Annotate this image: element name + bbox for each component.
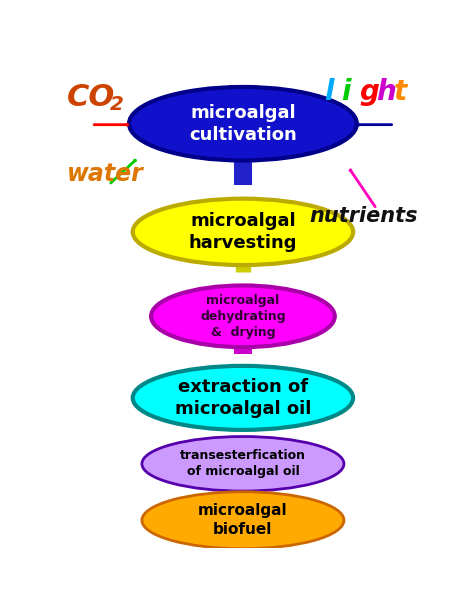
Text: i: i — [341, 78, 351, 106]
Text: CO: CO — [67, 83, 116, 112]
Text: l: l — [324, 78, 333, 106]
Text: extraction of
microalgal oil: extraction of microalgal oil — [175, 378, 311, 418]
Ellipse shape — [133, 199, 353, 265]
Text: microalgal
cultivation: microalgal cultivation — [189, 103, 297, 144]
Text: transesterfication
of microalgal oil: transesterfication of microalgal oil — [180, 449, 306, 478]
Ellipse shape — [133, 366, 353, 430]
Ellipse shape — [142, 492, 344, 549]
Text: g: g — [359, 78, 379, 106]
Text: microalgal
biofuel: microalgal biofuel — [198, 503, 288, 537]
Text: microalgal
harvesting: microalgal harvesting — [189, 212, 297, 252]
Text: 2: 2 — [109, 95, 123, 114]
Text: water: water — [67, 161, 144, 185]
Ellipse shape — [151, 285, 335, 347]
Text: h: h — [377, 78, 396, 106]
Text: t: t — [394, 78, 408, 106]
Ellipse shape — [129, 87, 357, 161]
Text: microalgal
dehydrating
&  drying: microalgal dehydrating & drying — [200, 294, 286, 339]
Text: nutrients: nutrients — [309, 206, 418, 226]
Ellipse shape — [142, 437, 344, 491]
